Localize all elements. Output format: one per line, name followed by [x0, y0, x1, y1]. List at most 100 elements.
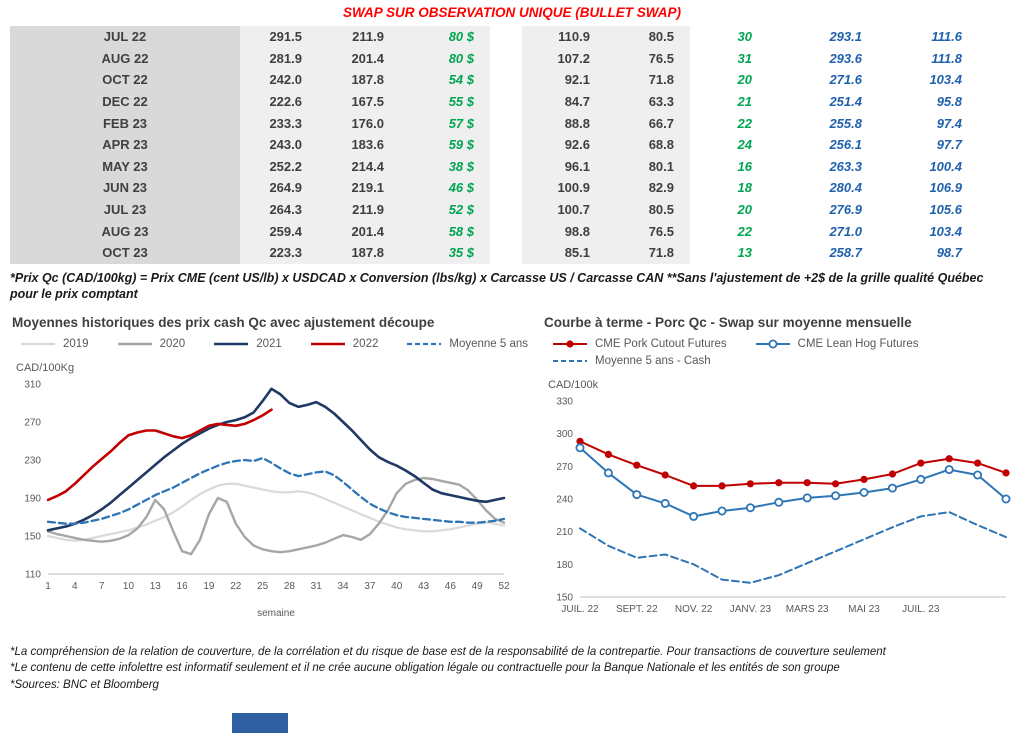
svg-text:19: 19: [203, 581, 215, 592]
value-cell: 258.7: [768, 241, 878, 264]
month-cell: OCT 22: [10, 69, 240, 91]
table-row: JUN 23 264.9 219.1 46 $ 100.9 82.9 18 280.4 106.…: [10, 177, 1024, 199]
legend-swatch-icon: [755, 339, 790, 349]
series-line-cme-pork-cutout-futures: [579, 440, 1007, 487]
svg-text:46: 46: [445, 581, 457, 592]
value-cell: 38 $: [400, 155, 490, 178]
value-cell: 110.9: [522, 26, 606, 48]
series-line-moyenne-5-ans-cash: [579, 511, 1007, 584]
value-cell: 167.5: [318, 90, 400, 113]
blue-box: [232, 713, 288, 733]
value-cell: 211.9: [318, 198, 400, 221]
legend-swatch-icon: [21, 342, 55, 346]
value-cell: 281.9: [240, 47, 318, 70]
svg-text:270: 270: [24, 418, 41, 429]
value-cell: 52 $: [400, 198, 490, 221]
value-cell: 95.8: [878, 90, 978, 113]
legend-item: CME Lean Hog Futures: [755, 338, 919, 351]
value-cell: 264.9: [240, 177, 318, 199]
value-cell: 80 $: [400, 26, 490, 48]
table-row: AUG 22 281.9 201.4 80 $ 107.2 76.5 31 293.6 111.…: [10, 47, 1024, 70]
legend-item: Moyenne 5 ans: [406, 338, 528, 350]
svg-text:210: 210: [556, 527, 573, 538]
value-cell: 57 $: [400, 112, 490, 134]
month-cell: AUG 23: [10, 220, 240, 242]
value-cell: 187.8: [318, 69, 400, 91]
historical-prices-plot: 110 150 190 230 270 310 1 4 7 10 13 16 19 22 25 28 31 34 3…: [12, 376, 522, 625]
svg-text:230: 230: [24, 456, 41, 467]
value-cell: 30: [690, 26, 768, 48]
value-cell: 80.5: [606, 198, 690, 221]
month-cell: DEC 22: [10, 90, 240, 113]
x-axis-title: semaine: [257, 608, 295, 619]
svg-text:330: 330: [556, 397, 573, 408]
spacer-cell: [490, 155, 522, 178]
value-cell: 255.8: [768, 112, 878, 134]
svg-text:300: 300: [556, 429, 573, 440]
value-cell: 85.1: [522, 241, 606, 264]
svg-text:25: 25: [257, 581, 269, 592]
value-cell: 92.6: [522, 133, 606, 156]
table-row: MAY 23 252.2 214.4 38 $ 96.1 80.1 16 263.3 100.4: [10, 155, 1024, 178]
value-cell: 20: [690, 69, 768, 91]
value-cell: 68.8: [606, 133, 690, 156]
x-axis-ticks: 1 4 7 10 13 16 19 22 25 28 31 34 37 40 43 46 49 52: [45, 581, 510, 592]
disclaimer-footnotes: *La compréhension de la relation de couv…: [10, 644, 1010, 693]
spacer-cell: [490, 177, 522, 199]
svg-text:40: 40: [391, 581, 403, 592]
spacer-cell: [490, 198, 522, 221]
value-cell: 55 $: [400, 90, 490, 113]
value-cell: 35 $: [400, 241, 490, 264]
svg-text:4: 4: [72, 581, 78, 592]
legend-swatch-icon: [117, 342, 152, 346]
value-cell: 201.4: [318, 47, 400, 70]
svg-text:49: 49: [472, 581, 484, 592]
legend-label: 2022: [352, 338, 379, 351]
value-cell: 21: [690, 90, 768, 113]
value-cell: 98.8: [522, 220, 606, 242]
value-cell: 233.3: [240, 112, 318, 134]
chart-title-forward-curve: Courbe à terme - Porc Qc - Swap sur moye…: [544, 315, 912, 331]
legend-label: Moyenne 5 ans: [449, 338, 529, 351]
value-cell: 31: [690, 47, 768, 70]
legend-label: CME Lean Hog Futures: [797, 338, 919, 351]
value-cell: 176.0: [318, 112, 400, 134]
spacer-cell: [490, 69, 522, 91]
historical-prices-chart-block: Moyennes historiques des prix cash Qc av…: [0, 315, 528, 630]
month-cell: MAY 23: [10, 155, 240, 178]
series-line-cme-lean-hog-futures: [579, 446, 1007, 518]
value-cell: 106.9: [878, 177, 978, 199]
x-axis-ticks: JUIL. 22 SEPT. 22 NOV. 22 JANV. 23 MARS 23 MA…: [561, 604, 939, 615]
value-cell: 92.1: [522, 69, 606, 91]
value-cell: 293.6: [768, 47, 878, 70]
svg-text:NOV. 22: NOV. 22: [675, 604, 713, 615]
value-cell: 71.8: [606, 69, 690, 91]
y-axis-ticks: 150 180 210 240 270 300 330: [556, 397, 573, 604]
value-cell: 280.4: [768, 177, 878, 199]
series-line-moyenne-5-ans: [46, 456, 506, 525]
series-line-2019: [46, 482, 506, 542]
legend-label: 2021: [256, 338, 282, 351]
value-cell: 97.4: [878, 112, 978, 134]
value-cell: 107.2: [522, 47, 606, 70]
value-cell: 16: [690, 155, 768, 178]
legend-item: CME Pork Cutout Futures: [552, 338, 727, 350]
legend-swatch-icon: [214, 342, 249, 346]
value-cell: 251.4: [768, 90, 878, 113]
legend-item: 2021: [213, 338, 282, 350]
y-axis-unit-label: CAD/100Kg: [16, 362, 75, 375]
series-markers-cme-pork-cutout-futures: [576, 437, 1010, 490]
spacer-cell: [490, 26, 522, 48]
month-cell: JUL 22: [10, 26, 240, 48]
month-cell: APR 23: [10, 133, 240, 156]
historical-prices-chart: 110 150 190 230 270 310 1 4 7 10 13 16 19 22 25 28 31 34 3…: [24, 380, 510, 620]
charts-section: Moyennes historiques des prix cash Qc av…: [0, 315, 1024, 630]
svg-text:JANV. 23: JANV. 23: [730, 604, 772, 615]
value-cell: 59 $: [400, 133, 490, 156]
svg-text:150: 150: [556, 593, 573, 604]
legend-swatch-icon: [310, 342, 345, 346]
value-cell: 76.5: [606, 220, 690, 242]
value-cell: 80.1: [606, 155, 690, 178]
value-cell: 20: [690, 198, 768, 221]
svg-text:13: 13: [150, 581, 162, 592]
